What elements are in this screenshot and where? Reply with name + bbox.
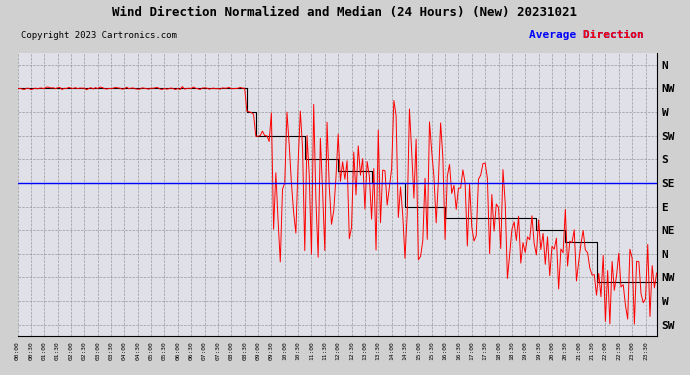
- Text: Direction: Direction: [529, 30, 644, 40]
- Text: Average Direction: Average Direction: [529, 30, 644, 40]
- Text: Wind Direction Normalized and Median (24 Hours) (New) 20231021: Wind Direction Normalized and Median (24…: [112, 6, 578, 19]
- Text: Copyright 2023 Cartronics.com: Copyright 2023 Cartronics.com: [21, 31, 177, 40]
